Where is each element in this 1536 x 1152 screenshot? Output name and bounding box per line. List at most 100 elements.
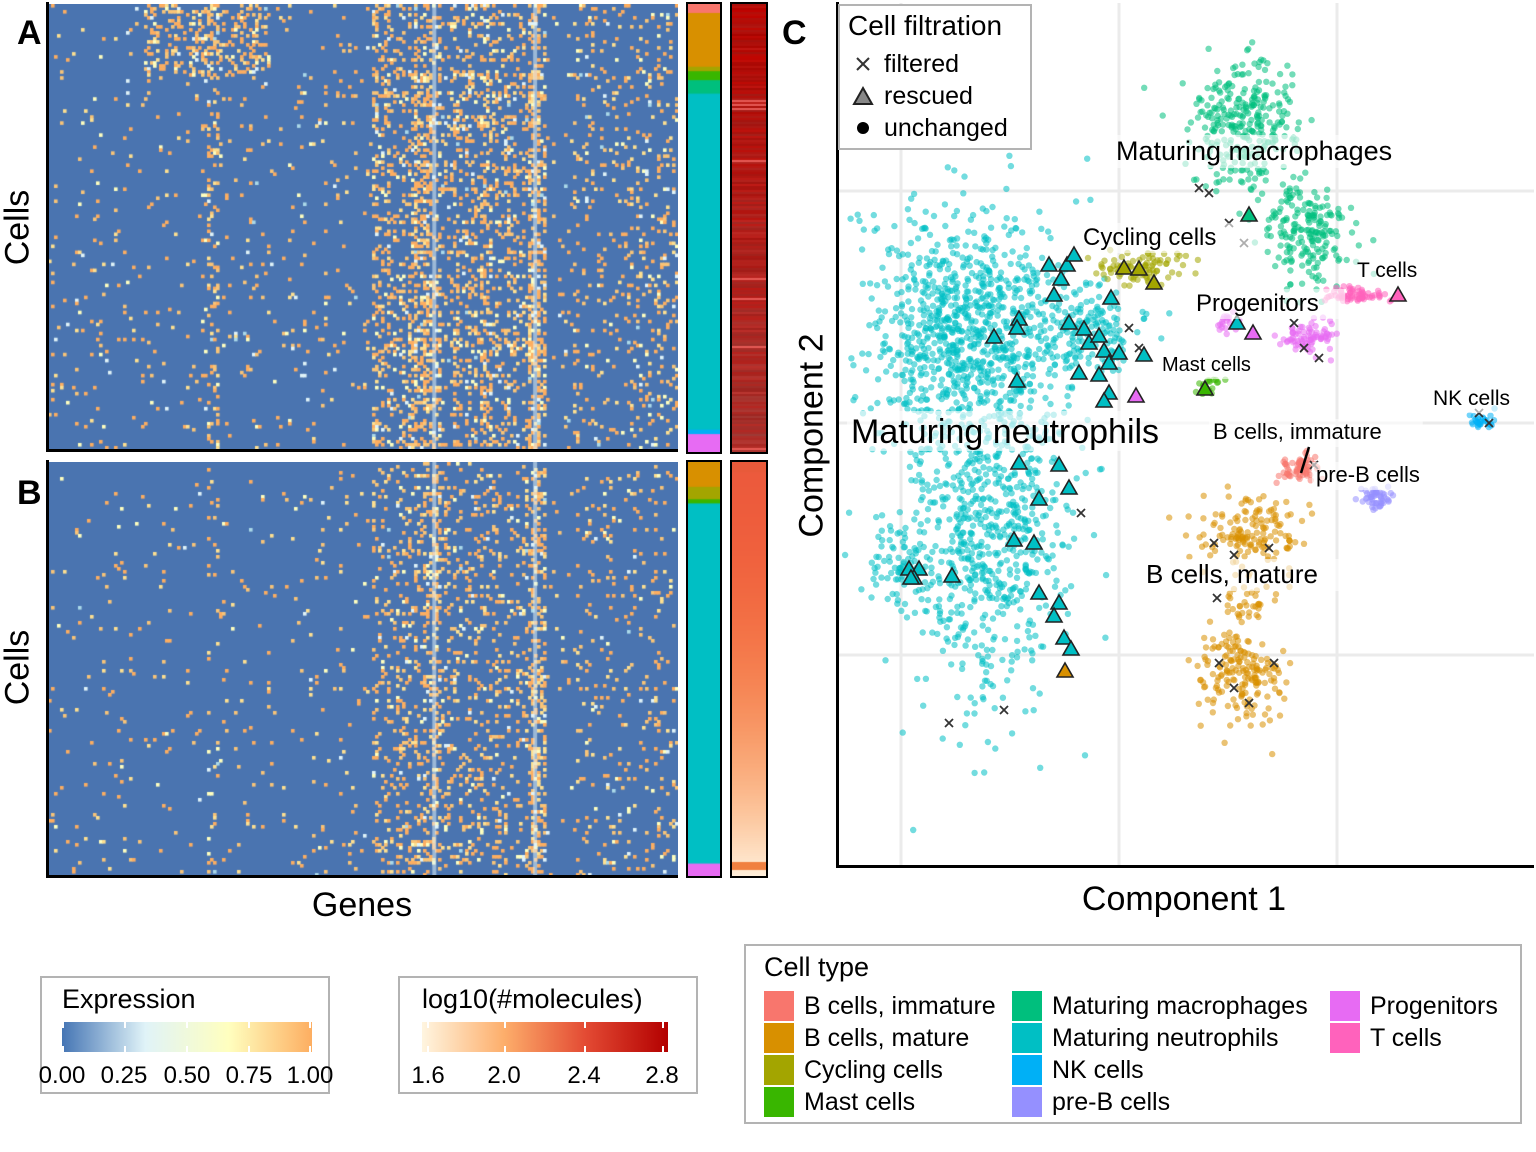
scatter-point (1243, 602, 1250, 609)
scatter-point (872, 581, 880, 588)
scatter-point (1271, 685, 1279, 692)
celltype-swatch (1330, 1023, 1360, 1053)
scatter-point (1286, 185, 1293, 192)
scatter-point (1218, 511, 1226, 518)
scatter-point (1017, 606, 1024, 613)
scatter-point (1029, 551, 1036, 558)
scatter-point (1003, 523, 1010, 530)
scatter-point (1272, 517, 1279, 525)
scatter-point (888, 245, 895, 252)
scatter-point (1200, 531, 1207, 538)
scatter-point (1286, 336, 1294, 343)
scatter-point (878, 574, 885, 581)
scatter-point (1096, 466, 1104, 473)
scatter-point (1212, 125, 1219, 132)
scatter-point (1355, 242, 1362, 249)
scatter-point (1036, 208, 1043, 215)
label-background (1079, 223, 1259, 253)
scatter-point (1261, 711, 1269, 718)
scatter-point (954, 383, 961, 391)
scatter-point (1271, 528, 1279, 535)
celltype-label: pre-B cells (1052, 1087, 1171, 1116)
molecules-tick-2: 2.4 (567, 1062, 601, 1089)
scatter-point (1008, 730, 1016, 737)
scatter-point (1038, 225, 1045, 232)
scatter-point (1035, 333, 1042, 340)
scatter-point (1264, 226, 1271, 233)
scatter-point (1295, 327, 1302, 335)
scatter-point (971, 710, 978, 717)
scatter-point (1028, 481, 1035, 488)
scatter-point (1087, 280, 1094, 287)
scatter-point (943, 481, 950, 488)
scatter-point (1287, 511, 1294, 518)
scatter-point (1003, 322, 1010, 330)
scatter-point (1251, 175, 1259, 182)
scatter-point (1013, 637, 1021, 645)
celltype-legend-item: B cells, mature (764, 1022, 969, 1054)
celltype-legend-item: pre-B cells (1012, 1086, 1170, 1118)
scatter-point (1200, 515, 1207, 522)
scatter-point (1238, 692, 1245, 699)
scatter-point (1029, 510, 1036, 518)
scatter-point (1359, 498, 1366, 505)
celltype-swatch (1012, 1023, 1042, 1053)
scatter-point (1081, 752, 1089, 759)
scatter-point (896, 529, 903, 536)
cluster-label: Maturing neutrophils (851, 413, 1159, 451)
scatter-point (957, 532, 964, 539)
scatter-point (1250, 93, 1257, 101)
scatter-point (1016, 587, 1024, 595)
scatter-point (1263, 655, 1271, 663)
scatter-point (1039, 513, 1047, 520)
rescued-triangle (1069, 363, 1089, 380)
scatter-point (964, 636, 972, 643)
rescued-triangle (1059, 478, 1079, 495)
scatter-point (1038, 643, 1045, 650)
scatter-point (1022, 586, 1030, 593)
scatter-point (1025, 348, 1033, 355)
scatter-point (977, 245, 984, 252)
scatter-point (944, 494, 951, 501)
scatter-point (1136, 256, 1143, 263)
scatter-point (1013, 574, 1021, 581)
scatter-point (1047, 234, 1054, 242)
scatter-point (1224, 702, 1232, 710)
scatter-point (1223, 330, 1230, 338)
scatter-point (1287, 233, 1294, 241)
scatter-point (1277, 341, 1284, 348)
scatter-point (1026, 465, 1033, 472)
scatter-point (1222, 661, 1230, 668)
scatter-point (1192, 270, 1199, 277)
scatter-point (1009, 305, 1017, 312)
scatter-point (988, 348, 995, 355)
molecules-tick-1: 2.0 (487, 1062, 521, 1089)
cluster-label: Cycling cells (1083, 224, 1216, 251)
scatter-point (1017, 294, 1025, 302)
scatter-point (884, 595, 891, 603)
scatter-point (982, 319, 990, 326)
scatter-point (1029, 685, 1037, 692)
scatter-point (985, 494, 992, 501)
scatter-point (874, 324, 881, 332)
scatter-point (934, 524, 941, 531)
scatter-point (1234, 716, 1242, 723)
scatter-point (1182, 532, 1190, 539)
scatter-point (1346, 283, 1353, 290)
scatter-point (951, 212, 958, 220)
scatter-point (984, 374, 991, 381)
scatter-point (923, 255, 931, 262)
scatter-point (962, 642, 969, 649)
scatter-point (875, 307, 882, 314)
scatter-point (1014, 567, 1021, 575)
scatter-point (958, 328, 966, 335)
scatter-point (973, 515, 980, 522)
scatter-point (975, 553, 983, 561)
filtered-cross (1124, 323, 1134, 333)
scatter-point (1168, 269, 1176, 276)
molecules-track-a-frame (730, 2, 768, 454)
scatter-point (955, 631, 962, 638)
scatter-point (954, 337, 962, 344)
scatter-point (997, 275, 1005, 282)
scatter-point (983, 677, 990, 684)
